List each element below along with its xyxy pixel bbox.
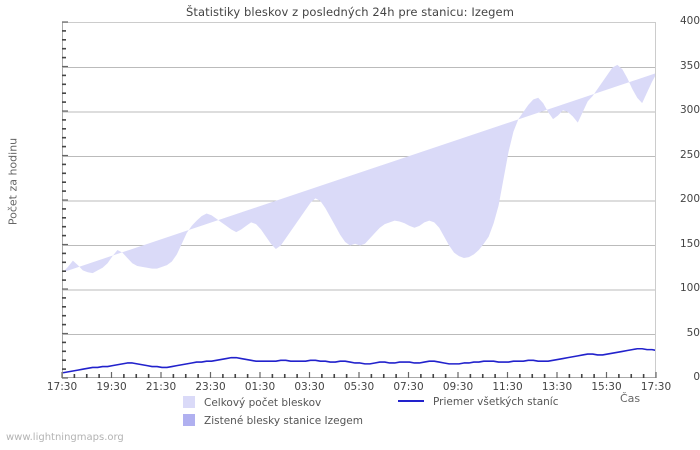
x-tick-label: 01:30 — [244, 381, 276, 393]
y-tick-label: 300 — [679, 104, 700, 116]
y-axis-label: Počet za hodinu — [6, 137, 20, 226]
x-tick-label: 19:30 — [96, 381, 127, 393]
y-tick-label: 0 — [693, 371, 700, 383]
plot-canvas — [63, 64, 655, 374]
legend-item-total: Celkový počet bleskov — [183, 396, 321, 409]
y-tick-label: 100 — [679, 282, 700, 294]
x-tick-label: 17:30 — [46, 381, 78, 393]
line-swatch-blue-icon — [398, 400, 424, 402]
plot-area — [62, 22, 656, 378]
x-tick-label: 05:30 — [343, 381, 375, 393]
series-line-average — [63, 347, 655, 374]
x-tick-label: 21:30 — [145, 381, 177, 393]
x-tick-label: 07:30 — [393, 381, 424, 393]
legend-item-average: Priemer všetkých staníc — [398, 396, 559, 408]
x-tick-label: 09:30 — [442, 381, 474, 393]
x-tick-label: 13:30 — [541, 381, 573, 393]
area-swatch-dark-icon — [183, 414, 195, 426]
page-title: Štatistiky bleskov z posledných 24h pre … — [185, 5, 515, 19]
x-tick-label: 11:30 — [492, 381, 523, 393]
x-tick-label: 03:30 — [294, 381, 325, 393]
area-swatch-light-icon — [183, 396, 195, 408]
y-tick-label: 350 — [679, 59, 700, 72]
x-tick-label: 23:30 — [195, 381, 226, 393]
y-tick-label: 400 — [679, 15, 700, 27]
legend-label-total: Celkový počet bleskov — [204, 397, 322, 409]
legend: Celkový počet bleskov Zistené blesky sta… — [0, 392, 700, 432]
x-axis-label: Čas — [620, 392, 641, 405]
y-tick-label: 250 — [679, 148, 700, 161]
legend-label-average: Priemer všetkých staníc — [433, 396, 559, 408]
y-tick-label: 50 — [686, 326, 700, 339]
footer-attribution: www.lightningmaps.org — [6, 432, 124, 443]
series-area-total — [63, 64, 655, 274]
x-tick-label: 17:30 — [640, 381, 672, 393]
y-tick-label: 150 — [679, 237, 700, 250]
legend-label-station: Zistené blesky stanice Izegem — [204, 415, 363, 427]
x-tick-label: 15:30 — [591, 381, 622, 393]
y-tick-label: 200 — [679, 193, 700, 205]
legend-item-station: Zistené blesky stanice Izegem — [183, 414, 363, 427]
